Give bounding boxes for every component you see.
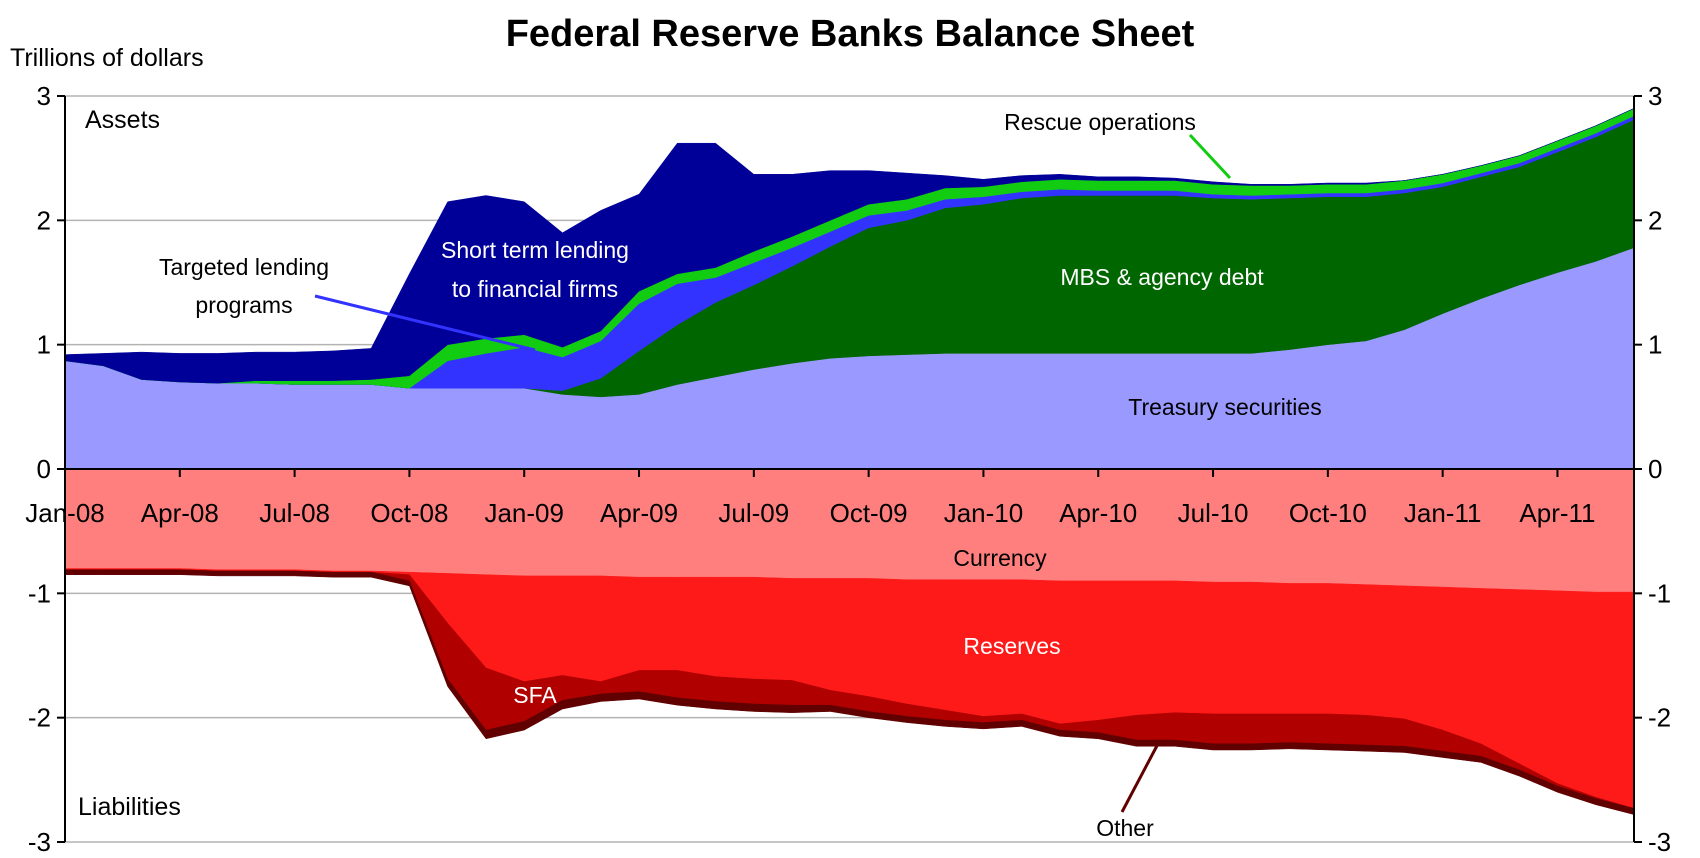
y-tick-label-left: 3 (37, 81, 51, 111)
axes (57, 95, 1642, 843)
liability-area-1 (64, 568, 1635, 809)
y-tick-label-left: 0 (37, 454, 51, 484)
x-tick-label: Jul-08 (259, 498, 330, 528)
y-tick-label-left: -1 (28, 578, 51, 608)
label-treasury-securities: Treasury securities (1128, 394, 1321, 420)
label-rescue-operations: Rescue operations (1004, 109, 1196, 135)
asset-area-4 (64, 108, 1635, 384)
x-tick-label: Oct-09 (830, 498, 908, 528)
label-targeted-lending-line2: programs (195, 292, 292, 318)
y-tick-label-left: 1 (37, 330, 51, 360)
label-mbs-agency-debt: MBS & agency debt (1060, 264, 1264, 290)
x-tick-label: Jan-11 (1404, 498, 1482, 528)
y-tick-label-right: 1 (1648, 330, 1662, 360)
y-tick-label-right: -2 (1648, 703, 1671, 733)
x-tick-label: Jan-09 (484, 498, 564, 528)
y-tick-label-right: -3 (1648, 827, 1671, 857)
other-leader-line (1120, 739, 1162, 813)
y-tick-label-left: -3 (28, 827, 51, 857)
x-tick-label: Apr-08 (141, 498, 219, 528)
y-tick-label-right: 3 (1648, 81, 1662, 111)
label-short-term-lending-line2: to financial firms (452, 276, 618, 302)
y-axis-label: Trillions of dollars (10, 44, 204, 72)
targeted-lending-leader-line (314, 294, 536, 352)
assets-panel-label: Assets (85, 106, 160, 134)
label-sfa: SFA (513, 682, 557, 708)
label-currency: Currency (953, 545, 1047, 571)
label-short-term-lending-line1: Short term lending (441, 237, 629, 263)
x-tick-label: Oct-10 (1289, 498, 1367, 528)
x-tick-label: Jan-10 (944, 498, 1024, 528)
x-tick-label: Jan-08 (25, 498, 105, 528)
label-reserves: Reserves (963, 633, 1060, 659)
chart-title: Federal Reserve Banks Balance Sheet (506, 13, 1195, 55)
y-tick-label-right: 2 (1648, 205, 1662, 235)
rescue-operations-leader-line (1188, 133, 1232, 180)
y-tick-label-right: -1 (1648, 578, 1671, 608)
x-tick-label: Apr-09 (600, 498, 678, 528)
tick-labels: 3 3 2 2 1 1 0 0 -1 -1 -2 -2 -3 -3 Jan-08 Apr-08 Jul-08 Oc… (25, 81, 1671, 857)
x-tick-label: Jul-10 (1178, 498, 1249, 528)
stacked-areas (64, 108, 1635, 815)
x-tick-label: Oct-08 (370, 498, 448, 528)
label-targeted-lending-line1: Targeted lending (159, 254, 329, 280)
liabilities-panel-label: Liabilities (78, 793, 181, 821)
x-tick-label: Apr-10 (1059, 498, 1137, 528)
label-other: Other (1096, 815, 1154, 841)
x-tick-label: Jul-09 (718, 498, 789, 528)
y-tick-label-left: -2 (28, 703, 51, 733)
y-tick-label-left: 2 (37, 205, 51, 235)
x-tick-label: Apr-11 (1519, 498, 1595, 528)
y-tick-label-right: 0 (1648, 454, 1662, 484)
